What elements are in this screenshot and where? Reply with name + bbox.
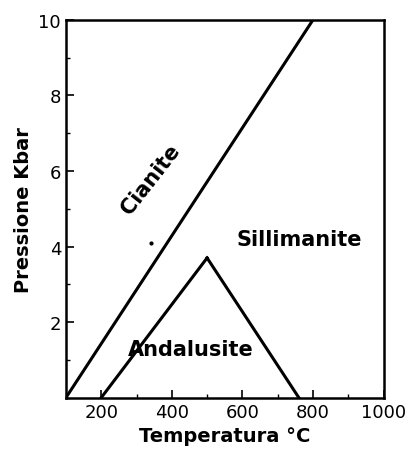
X-axis label: Temperatura °C: Temperatura °C: [139, 426, 310, 445]
Text: Andalusite: Andalusite: [129, 339, 254, 359]
Y-axis label: Pressione Kbar: Pressione Kbar: [14, 127, 33, 292]
Text: Cianite: Cianite: [117, 140, 184, 218]
Text: Sillimanite: Sillimanite: [236, 230, 362, 250]
